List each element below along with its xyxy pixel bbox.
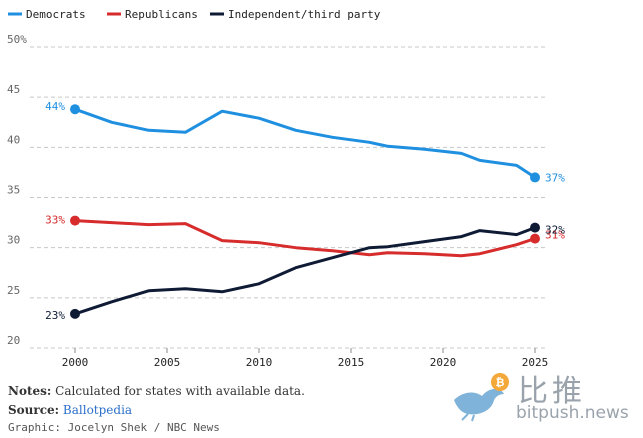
y-tick-label-35: 35	[7, 184, 20, 197]
chart-notes: Notes: Calculated for states with availa…	[8, 384, 305, 398]
series-end-point-2	[530, 222, 540, 233]
series-start-label-0: 44%	[45, 100, 65, 113]
legend-label-0: Democrats	[26, 8, 86, 21]
notes-label: Notes:	[8, 384, 52, 398]
series-start-point-0	[70, 104, 80, 115]
series-end-label-1: 31%	[545, 229, 565, 242]
bitpush-watermark: ₿ 比推 bitpush.news	[448, 366, 638, 426]
source-link-ballotpedia[interactable]: Ballotpedia	[62, 403, 133, 417]
series-end-label-2: 32%	[545, 224, 565, 237]
y-tick-label-50: 50%	[7, 33, 27, 46]
source-label: Source:	[8, 403, 60, 417]
x-axis: 2000 2005 2010 2015 2020 2025	[62, 348, 549, 369]
series-line-1	[74, 219, 536, 258]
y-tick-label-20: 20	[7, 334, 20, 347]
notes-text: Calculated for states with available dat…	[51, 384, 305, 398]
series-start-label-2: 23%	[45, 309, 65, 322]
watermark-cn-text: 比推	[518, 374, 586, 409]
y-axis: 20 25 30 35 40 45 50%	[7, 33, 27, 347]
y-tick-label-30: 30	[7, 234, 20, 247]
chart-series	[70, 104, 540, 319]
x-tick-label-2000: 2000	[62, 356, 89, 369]
series-start-point-1	[70, 215, 80, 226]
series-end-point-1	[530, 233, 540, 244]
chart-source: Source: Ballotpedia	[8, 403, 132, 417]
legend-label-2: Independent/third party	[228, 8, 381, 21]
legend-label-1: Republicans	[125, 8, 198, 21]
series-end-label-0: 37%	[545, 171, 565, 184]
x-tick-label-2005: 2005	[154, 356, 181, 369]
series-start-label-1: 33%	[45, 214, 65, 227]
watermark-en-text: bitpush.news	[516, 403, 629, 423]
chart-legend: Democrats Republicans Independent/third pa…	[8, 8, 381, 21]
y-tick-label-25: 25	[7, 284, 20, 297]
chart-data-labels: 44% 37% 33% 31% 23% 32%	[45, 100, 565, 322]
graphic-credit: Graphic: Jocelyn Shek / NBC News	[8, 421, 220, 434]
series-line-0	[74, 107, 536, 179]
x-tick-label-2020: 2020	[430, 356, 457, 369]
x-tick-label-2025: 2025	[522, 356, 549, 369]
svg-text:₿: ₿	[496, 376, 505, 389]
x-tick-label-2010: 2010	[246, 356, 273, 369]
y-tick-label-40: 40	[7, 133, 20, 146]
series-line-2	[74, 226, 536, 316]
y-tick-label-45: 45	[7, 83, 20, 96]
series-start-point-2	[70, 308, 80, 319]
series-end-point-0	[530, 172, 540, 183]
x-tick-label-2015: 2015	[338, 356, 365, 369]
bird-logo-icon: ₿	[454, 373, 509, 422]
